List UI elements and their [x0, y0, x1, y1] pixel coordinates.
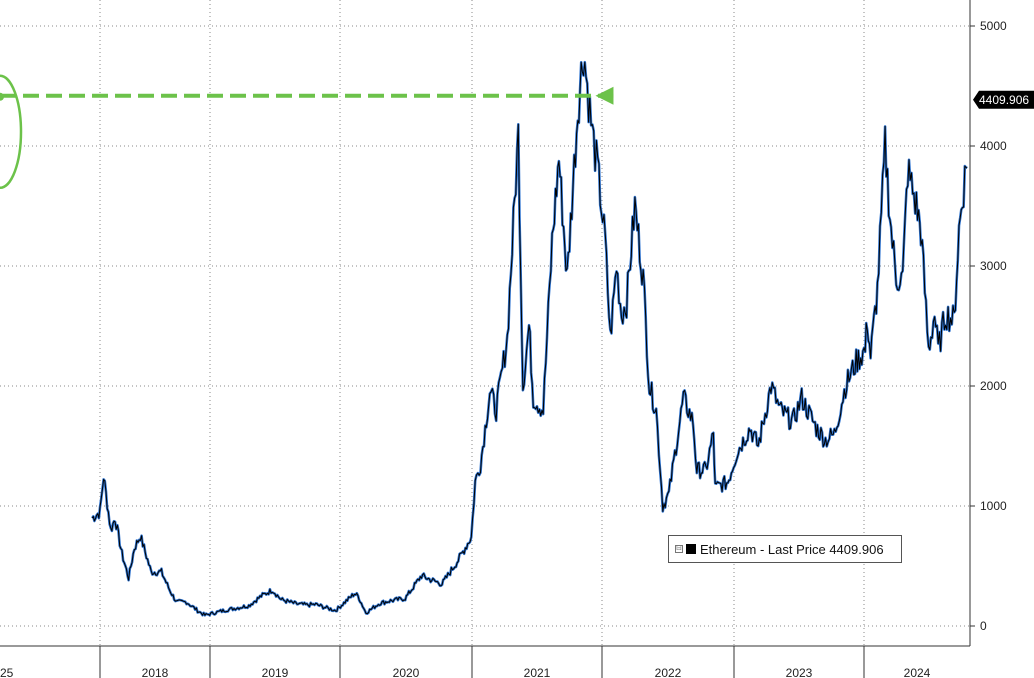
y-tick-label: 1000 — [980, 499, 1007, 513]
last-price-tag — [973, 90, 1034, 109]
legend-label: Ethereum - Last Price 4409.906 — [700, 541, 884, 557]
annotation-layer: 4409.906 — [0, 74, 1034, 190]
legend[interactable]: ⊟ Ethereum - Last Price 4409.906 — [668, 535, 902, 563]
arrow-head — [595, 86, 614, 105]
y-tick-label: 4000 — [980, 139, 1007, 153]
x-tick-label: 2023 — [786, 666, 813, 678]
x-tick-label: 2022 — [655, 666, 682, 678]
x-tick-label: 2019 — [262, 666, 289, 678]
y-tick-label: 3000 — [980, 259, 1007, 273]
latest-highlight-circle — [0, 74, 23, 190]
x-tick-label: 2021 — [524, 666, 551, 678]
legend-toggle-icon[interactable]: ⊟ — [675, 545, 683, 553]
y-tick-label: 0 — [980, 619, 987, 633]
x-tick-label: 2024 — [904, 666, 931, 678]
x-tick-label: 2018 — [142, 666, 169, 678]
last-price-tag-label: 4409.906 — [979, 93, 1029, 107]
y-tick-label: 2000 — [980, 379, 1007, 393]
y-axis: 0 1000 2000 3000 4000 5000 — [969, 0, 1007, 646]
series-line-highlight — [91, 60, 968, 617]
series-layer — [91, 60, 968, 617]
latest-point-dot — [0, 92, 4, 101]
y-tick-label: 5000 — [980, 19, 1007, 33]
series-line — [91, 61, 968, 616]
x-axis: 2018 2019 2020 2021 2022 2023 2024 2025 — [0, 645, 970, 678]
x-tick-label: 2025 — [0, 666, 14, 678]
legend-swatch — [686, 544, 696, 554]
grid-lines — [0, 0, 970, 646]
x-tick-label: 2020 — [393, 666, 420, 678]
